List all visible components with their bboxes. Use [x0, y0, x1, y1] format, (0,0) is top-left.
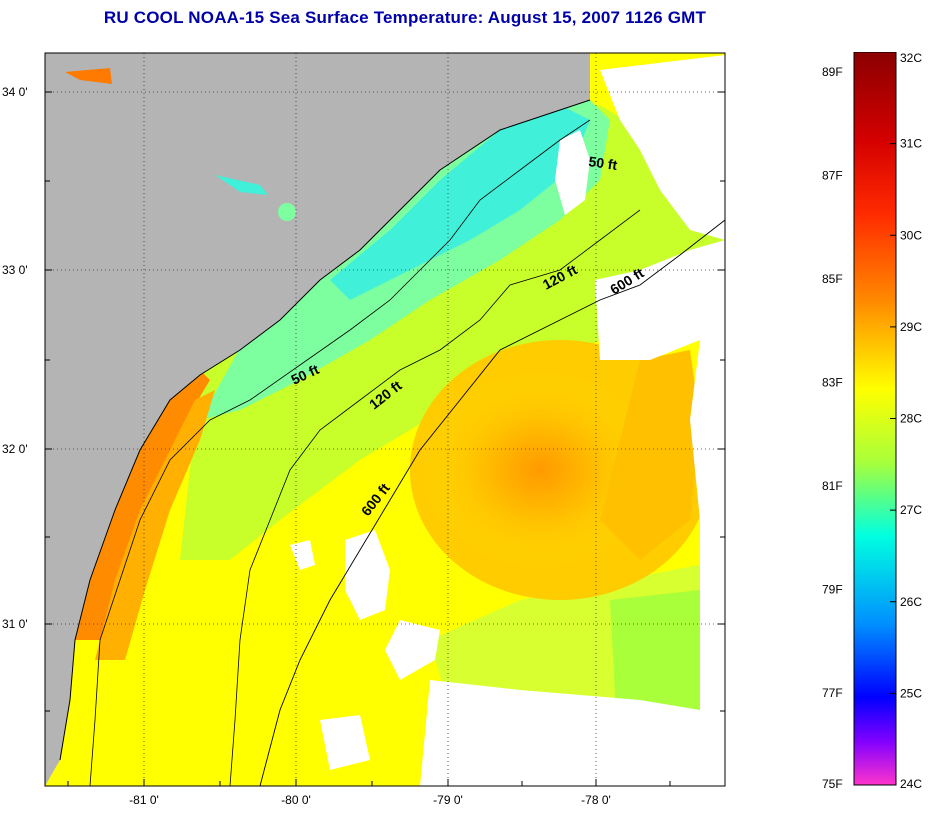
colorbar-label-celsius: 28C: [900, 412, 922, 426]
axis-ticks: [45, 91, 725, 786]
gulf-stream-east: [600, 350, 700, 560]
colorbar-label-fahrenheit: 89F: [822, 65, 843, 79]
inland-lake-2: [215, 175, 268, 195]
colorbar-label-fahrenheit: 79F: [822, 583, 843, 597]
colorbar-gradient: [853, 52, 897, 786]
colorbar: 32C 31C 30C 29C 28C 27C 26C 25C 24C 89F 87F 85F 83F 8…: [822, 52, 922, 791]
cloud-patch: [555, 130, 590, 215]
coastline: [59, 99, 591, 761]
colorbar-label-fahrenheit: 85F: [822, 272, 843, 286]
lat-label-34: 34 0': [2, 85, 28, 99]
colorbar-label-fahrenheit: 83F: [822, 376, 843, 390]
shelf-water: [180, 105, 725, 560]
map-title: RU COOL NOAA-15 Sea Surface Temperature:…: [103, 8, 707, 27]
contour-600ft: [259, 219, 725, 786]
graticule: [45, 53, 725, 786]
colorbar-label-celsius: 31C: [900, 137, 922, 151]
label-50ft-north: 50 ft: [588, 153, 619, 173]
cloud-patch-4: [385, 620, 440, 680]
lat-label-31: 31 0': [2, 617, 28, 631]
cloud-patch-3: [290, 540, 315, 570]
contour-50ft: [89, 119, 591, 786]
cloud-northeast: [600, 55, 725, 240]
warm-coast-edge: [95, 390, 215, 660]
colorbar-label-celsius: 26C: [900, 595, 922, 609]
colorbar-label-fahrenheit: 81F: [822, 479, 843, 493]
lon-label-78: -78 0': [581, 793, 611, 807]
colorbar-label-celsius: 30C: [900, 228, 922, 242]
lat-label-32: 32 0': [2, 442, 28, 456]
colorbar-label-celsius: 24C: [900, 777, 922, 791]
cloud-patch-2: [345, 530, 390, 620]
lon-label-80: -80 0': [281, 793, 311, 807]
cold-band: [330, 105, 590, 300]
lat-label-33: 33 0': [2, 263, 28, 277]
lon-label-81: -81 0': [129, 793, 159, 807]
land: [45, 53, 590, 786]
colorbar-label-celsius: 29C: [900, 320, 922, 334]
colorbar-label-fahrenheit: 87F: [822, 169, 843, 183]
cloud-east: [595, 240, 725, 786]
colorbar-label-celsius: 25C: [900, 686, 922, 700]
contour-120ft: [229, 209, 641, 786]
cloud-south: [420, 680, 700, 786]
inland-lake: [65, 68, 112, 84]
colorbar-label-fahrenheit: 77F: [822, 686, 843, 700]
colorbar-label-fahrenheit: 75F: [822, 777, 843, 791]
colorbar-label-celsius: 27C: [900, 503, 922, 517]
lon-label-79: -79 0': [433, 793, 463, 807]
inland-lake-3: [278, 203, 296, 221]
plot-frame: [44, 52, 726, 787]
sst-map: 50 ft 120 ft 600 ft 50 ft 120 ft 600 ft …: [2, 52, 726, 807]
colorbar-label-celsius: 32C: [900, 52, 922, 65]
cloud-patch-5: [320, 715, 370, 770]
